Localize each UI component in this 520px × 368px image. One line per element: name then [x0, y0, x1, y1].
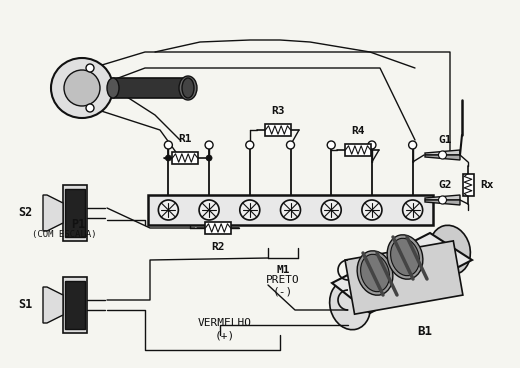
Bar [113, 78, 188, 98]
Circle shape [287, 141, 294, 149]
Circle shape [321, 200, 341, 220]
Circle shape [165, 155, 172, 161]
Circle shape [205, 141, 213, 149]
Circle shape [164, 141, 172, 149]
Text: G1: G1 [438, 135, 452, 145]
Text: (+): (+) [215, 330, 235, 340]
Ellipse shape [182, 78, 194, 98]
Circle shape [402, 200, 423, 220]
Circle shape [199, 200, 219, 220]
Ellipse shape [430, 225, 471, 275]
Circle shape [240, 200, 260, 220]
Circle shape [327, 141, 335, 149]
Text: R1: R1 [178, 134, 192, 144]
Ellipse shape [357, 251, 393, 295]
Polygon shape [425, 195, 460, 200]
Circle shape [438, 196, 447, 204]
Bar [205, 222, 230, 234]
Bar [63, 277, 87, 333]
Polygon shape [332, 233, 472, 313]
Ellipse shape [387, 235, 423, 279]
Text: B1: B1 [418, 325, 433, 338]
Text: M1: M1 [276, 265, 290, 275]
Text: G2: G2 [438, 180, 452, 190]
Circle shape [280, 200, 301, 220]
Polygon shape [425, 200, 460, 205]
Polygon shape [43, 287, 63, 323]
Ellipse shape [330, 280, 370, 330]
Circle shape [86, 104, 94, 112]
Text: Rx: Rx [480, 180, 493, 190]
Circle shape [438, 151, 447, 159]
Text: R3: R3 [271, 106, 285, 116]
Text: P1: P1 [71, 218, 85, 231]
Text: S1: S1 [18, 298, 32, 311]
Bar [265, 124, 291, 136]
Circle shape [64, 70, 100, 106]
Ellipse shape [360, 254, 389, 292]
Bar [148, 195, 433, 225]
Circle shape [368, 141, 376, 149]
Circle shape [362, 200, 382, 220]
Ellipse shape [179, 76, 197, 100]
Circle shape [159, 200, 178, 220]
Text: (-): (-) [273, 287, 293, 297]
Bar [462, 174, 474, 197]
Bar [345, 241, 463, 314]
Circle shape [86, 64, 94, 72]
Polygon shape [43, 195, 63, 231]
Ellipse shape [107, 78, 119, 98]
Text: PRETO: PRETO [266, 275, 300, 285]
Bar [345, 144, 371, 156]
Text: R4: R4 [351, 126, 365, 136]
Circle shape [206, 155, 212, 161]
Bar [173, 152, 198, 164]
Ellipse shape [51, 58, 113, 118]
Text: R2: R2 [211, 242, 225, 252]
Bar [65, 281, 85, 329]
Polygon shape [425, 150, 460, 155]
Bar [65, 189, 85, 237]
Ellipse shape [391, 238, 420, 276]
Polygon shape [425, 155, 460, 160]
Circle shape [409, 141, 417, 149]
Text: (COM ESCALA): (COM ESCALA) [32, 230, 96, 239]
Bar [63, 185, 87, 241]
Text: VERMELHO: VERMELHO [198, 318, 252, 328]
Circle shape [246, 141, 254, 149]
Text: S2: S2 [18, 206, 32, 219]
